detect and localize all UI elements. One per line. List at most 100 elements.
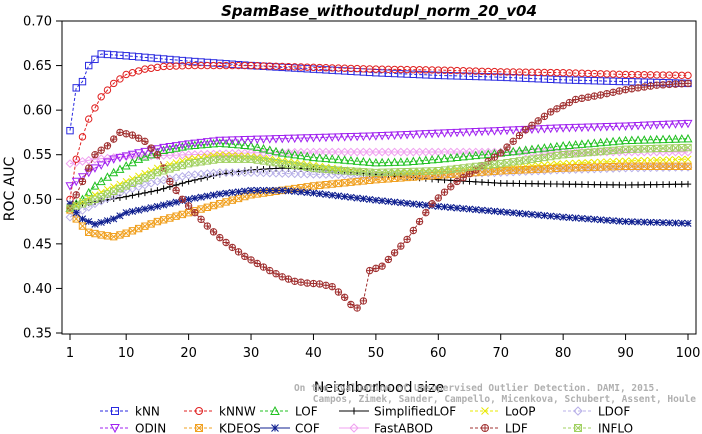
data-point-odin xyxy=(277,134,287,144)
data-point-lof xyxy=(589,138,599,147)
data-point-cof xyxy=(403,199,411,207)
data-point-cof xyxy=(297,188,305,196)
data-point-kdeos xyxy=(328,180,336,188)
data-point-simplifiedlof xyxy=(147,188,155,195)
data-point-lof xyxy=(265,145,275,154)
legend-item-knn: kNN xyxy=(100,405,160,419)
data-point-lof xyxy=(234,139,244,149)
data-point-ldof xyxy=(190,170,200,180)
data-point-ldf xyxy=(340,293,349,301)
data-point-cof xyxy=(653,218,661,227)
data-point-ldf xyxy=(578,94,586,102)
data-point-cof xyxy=(397,199,405,207)
data-point-cof xyxy=(440,203,449,211)
data-point-cof xyxy=(347,193,355,201)
data-point-ldf xyxy=(291,277,299,285)
data-point-ldf xyxy=(440,188,449,196)
data-point-fastabod xyxy=(477,147,487,157)
data-point-odin xyxy=(190,139,200,149)
data-point-kdeos xyxy=(166,214,174,222)
data-point-ldf xyxy=(85,164,93,172)
series-line-odin xyxy=(69,123,689,187)
data-point-ldf xyxy=(228,243,237,252)
data-point-lof xyxy=(90,181,100,190)
data-point-odin xyxy=(652,121,662,130)
data-point-ldof xyxy=(365,170,375,180)
data-point-inflo xyxy=(497,159,505,168)
data-point-cof xyxy=(646,218,655,226)
data-point-lof xyxy=(614,136,624,145)
data-point-knnw xyxy=(116,75,124,83)
legend-label: FastABOD xyxy=(374,422,433,434)
data-point-odin xyxy=(308,134,318,143)
data-point-odin xyxy=(65,182,75,191)
data-point-lof xyxy=(652,134,662,144)
data-point-lof xyxy=(190,140,200,149)
data-point-lof xyxy=(121,161,131,170)
legend-label: INFLO xyxy=(598,422,633,434)
data-point-inflo xyxy=(534,154,542,162)
data-point-odin xyxy=(134,149,144,158)
data-point-simplifiedlof xyxy=(622,181,629,189)
legend-label: COF xyxy=(295,422,320,434)
legend-item-inflo: INFLO xyxy=(563,422,633,434)
data-point-ldf xyxy=(678,80,686,88)
series-lof xyxy=(65,133,693,212)
legend-marker xyxy=(350,407,358,415)
data-point-simplifiedlof xyxy=(634,181,642,189)
data-point-ldf xyxy=(528,121,536,129)
data-point-cof xyxy=(353,194,361,202)
data-point-lof xyxy=(258,143,269,153)
legend-marker xyxy=(481,424,490,432)
data-point-odin xyxy=(446,129,456,138)
data-point-inflo xyxy=(134,176,143,185)
data-point-knn xyxy=(91,55,99,64)
data-point-simplifiedlof xyxy=(653,181,660,188)
data-point-loop xyxy=(659,156,667,164)
data-point-loop xyxy=(665,156,673,164)
data-point-cof xyxy=(359,195,367,203)
data-point-ldf xyxy=(378,262,386,270)
data-point-odin xyxy=(415,130,425,139)
data-point-lof xyxy=(134,154,144,163)
data-point-inflo xyxy=(109,187,118,195)
data-point-ldf xyxy=(590,92,599,100)
data-point-cof xyxy=(678,219,686,227)
data-point-lof xyxy=(533,143,543,153)
data-point-cof xyxy=(122,209,130,217)
chart-title: SpamBase_withoutdupl_norm_20_v04 xyxy=(221,2,537,20)
data-point-odin xyxy=(452,128,462,138)
data-point-kdeos xyxy=(334,179,343,188)
data-point-ldf xyxy=(459,173,467,182)
x-tick-label: 50 xyxy=(368,346,385,361)
data-point-cof xyxy=(259,186,268,194)
data-point-inflo xyxy=(91,195,99,203)
data-point-ldf xyxy=(153,151,162,159)
legend-item-ldof: LDOF xyxy=(563,405,630,419)
series-ldf xyxy=(66,79,692,312)
data-point-fastabod xyxy=(165,150,175,160)
data-point-ldf xyxy=(315,280,324,288)
data-point-kdeos xyxy=(209,201,218,210)
data-point-kdeos xyxy=(234,194,243,203)
data-point-knn xyxy=(66,126,74,135)
data-point-ldof xyxy=(483,168,493,178)
data-point-ldf xyxy=(116,128,124,137)
data-point-fastabod xyxy=(465,147,474,157)
data-point-knnw xyxy=(109,79,118,88)
data-point-ldf xyxy=(97,146,105,154)
data-point-lof xyxy=(639,135,649,144)
data-point-loop xyxy=(247,152,255,161)
data-point-simplifiedlof xyxy=(210,172,217,179)
y-tick-label: 0.60 xyxy=(23,104,52,119)
data-point-simplifiedlof xyxy=(672,181,679,188)
data-point-lof xyxy=(383,157,393,167)
data-point-simplifiedlof xyxy=(641,181,648,188)
data-point-odin xyxy=(271,135,281,144)
plot-marks xyxy=(65,50,693,312)
legend-label: KDEOS xyxy=(219,422,261,434)
data-point-inflo xyxy=(546,152,555,161)
data-point-cof xyxy=(634,218,642,226)
data-point-lof xyxy=(159,145,169,154)
data-point-inflo xyxy=(166,165,174,173)
